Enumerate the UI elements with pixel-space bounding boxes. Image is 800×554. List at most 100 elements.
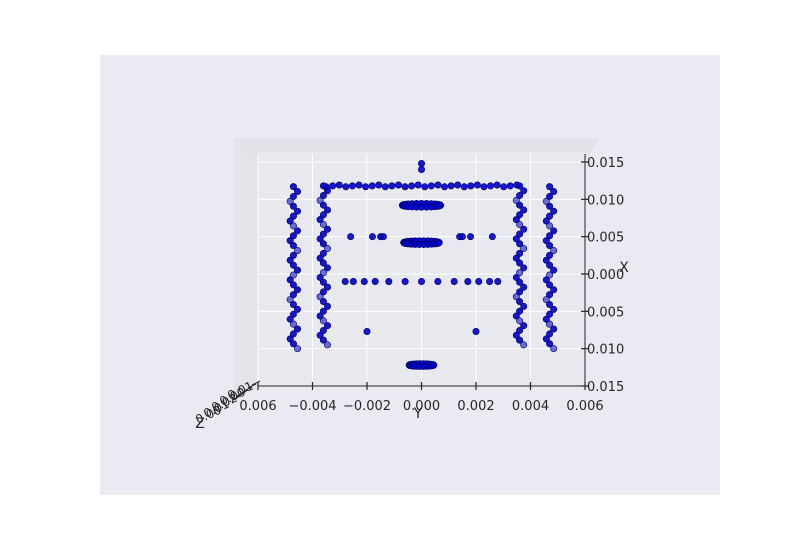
data-point (316, 254, 324, 262)
data-point (542, 256, 550, 264)
data-point (323, 206, 331, 214)
data-point (319, 278, 327, 286)
z-tick-mark (231, 395, 241, 401)
data-point (319, 230, 327, 238)
x-tick-label: 0.010 (587, 343, 624, 358)
data-point (500, 183, 508, 191)
data-point (294, 305, 302, 313)
data-point (441, 183, 449, 191)
data-point (417, 165, 425, 173)
data-point (516, 240, 524, 248)
data-point (319, 220, 327, 228)
data-point (319, 288, 327, 296)
data-point (316, 312, 324, 320)
data-point (286, 256, 294, 264)
data-point (417, 159, 425, 167)
data-point (289, 192, 297, 200)
data-point (401, 183, 409, 191)
data-point (506, 182, 514, 190)
data-point (516, 211, 524, 219)
data-point (319, 307, 327, 315)
data-point (472, 327, 480, 335)
data-point (316, 273, 324, 281)
data-point (286, 335, 294, 343)
data-point (516, 249, 524, 257)
data-point (512, 293, 520, 301)
data-point (319, 249, 327, 257)
data-point (458, 233, 466, 241)
z-tick-mark (235, 392, 245, 398)
data-point (316, 235, 324, 243)
data-point (289, 261, 297, 269)
data-point (316, 196, 324, 204)
data-point (319, 298, 327, 306)
y-tick-label: 0.000 (403, 399, 440, 414)
data-point (516, 259, 524, 267)
data-point (550, 246, 558, 254)
data-point (319, 326, 327, 334)
x-tick-label: 0.005 (587, 305, 624, 320)
data-point (520, 283, 528, 291)
x-tick-label: 0.005 (587, 231, 624, 246)
data-point (546, 212, 554, 220)
data-point (467, 182, 475, 190)
data-point (487, 182, 495, 190)
data-point (294, 188, 302, 196)
data-point (289, 340, 297, 348)
data-point (546, 242, 554, 250)
data-point (512, 216, 520, 224)
data-point (550, 345, 558, 353)
data-point (323, 245, 331, 253)
data-point (375, 181, 383, 189)
data-point (473, 181, 481, 189)
y-tick-label: 0.006 (239, 399, 276, 414)
data-point (542, 237, 550, 245)
x-tick-label: 0.015 (587, 380, 624, 395)
data-point (546, 330, 554, 338)
data-point (546, 310, 554, 318)
data-point (347, 233, 355, 241)
data-point (289, 251, 297, 259)
data-point (516, 269, 524, 277)
data-point (475, 277, 483, 285)
z-axis-label: Z (195, 416, 205, 432)
data-point (286, 315, 294, 323)
data-point (512, 273, 520, 281)
data-point (550, 286, 558, 294)
data-point (348, 182, 356, 190)
data-point (394, 181, 402, 189)
z-tick-mark (251, 380, 261, 386)
data-point (289, 232, 297, 240)
data-point (286, 197, 294, 205)
data-point (368, 233, 376, 241)
data-point (550, 266, 558, 274)
data-point (436, 202, 444, 210)
data-point (467, 233, 475, 241)
data-point (286, 237, 294, 245)
data-point (512, 196, 520, 204)
data-point (289, 183, 297, 191)
z-tick-mark (239, 389, 249, 395)
data-point (512, 331, 520, 339)
data-point (289, 222, 297, 230)
data-point (546, 340, 554, 348)
data-point (516, 326, 524, 334)
data-point (516, 230, 524, 238)
y-tick-label: 0.006 (566, 399, 603, 414)
data-point (550, 305, 558, 313)
data-point (546, 300, 554, 308)
data-point (323, 322, 331, 330)
data-point (494, 277, 502, 285)
data-point (319, 211, 327, 219)
data-point (546, 291, 554, 299)
data-point (464, 277, 472, 285)
data-point (434, 181, 442, 189)
data-point (550, 227, 558, 235)
data-point (323, 283, 331, 291)
data-point (329, 182, 337, 190)
data-point (516, 288, 524, 296)
data-point (516, 307, 524, 315)
data-point (323, 264, 331, 272)
data-point (319, 240, 327, 248)
data-point (550, 188, 558, 196)
